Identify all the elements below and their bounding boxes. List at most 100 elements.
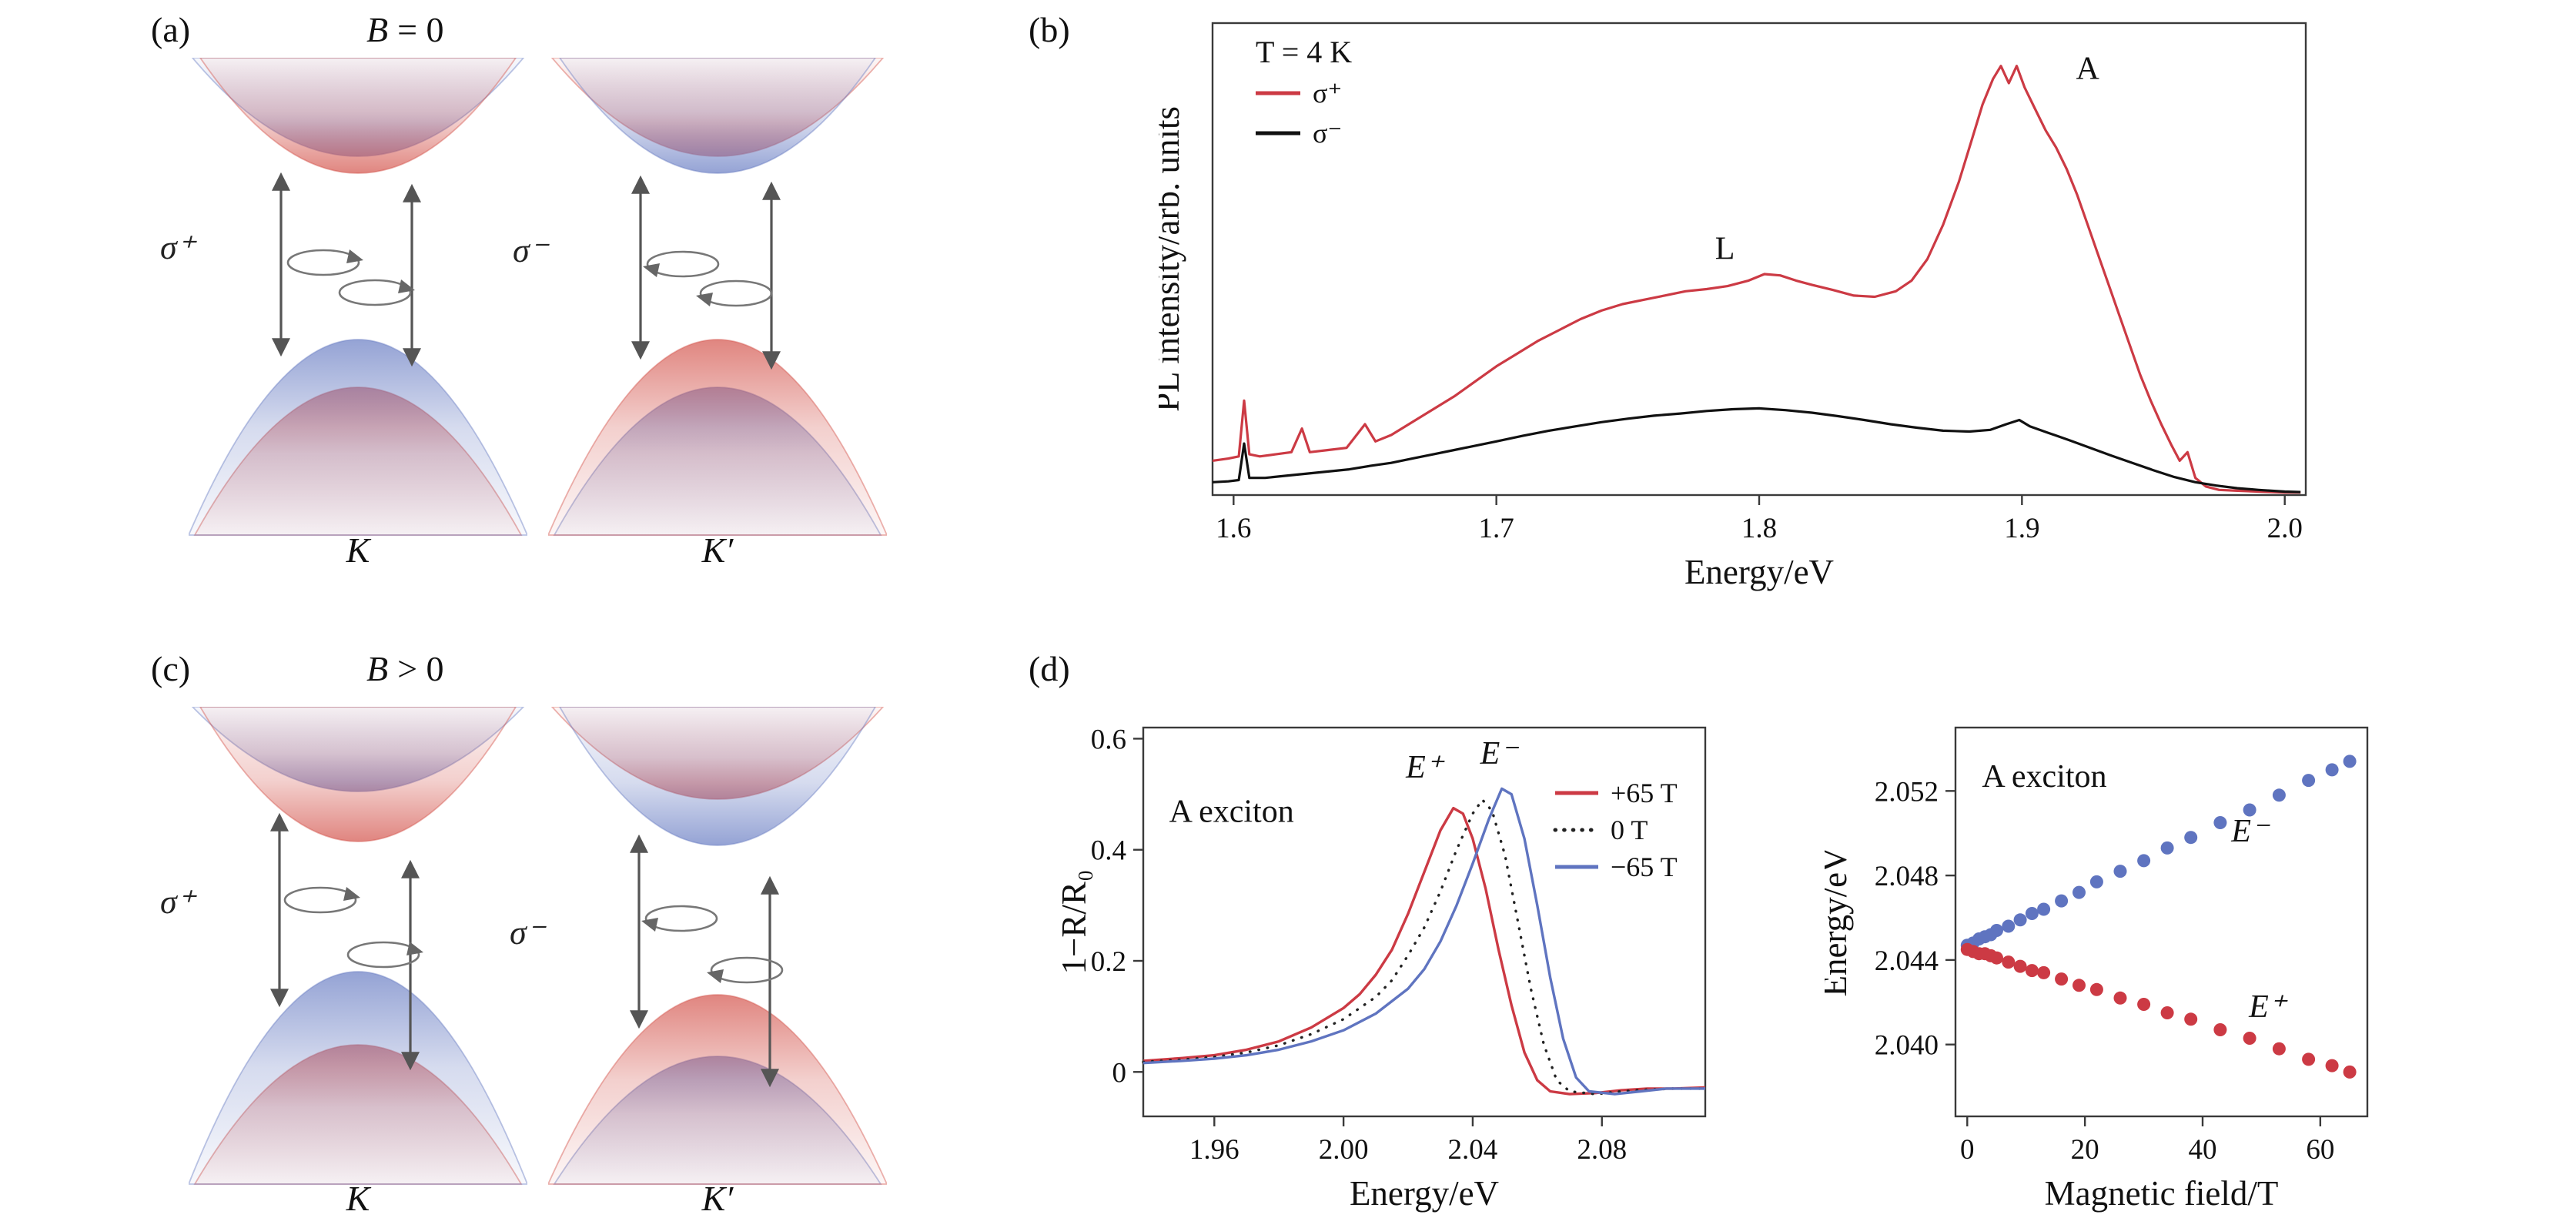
- x-axis-label: Energy/eV: [1350, 1174, 1499, 1213]
- y-tick-label: 2.040: [1875, 1030, 1939, 1062]
- polarization-ellipse-icon: [338, 279, 412, 306]
- series-0 T: [1142, 798, 1707, 1096]
- band-diagram-c-K: [189, 707, 527, 1185]
- plot-box: [1211, 22, 2307, 497]
- y-tick-label: 0: [1112, 1057, 1127, 1089]
- x-tick-label: 2.08: [1577, 1134, 1627, 1166]
- panel-c-label: (c): [151, 649, 191, 688]
- rotation-arrowhead-icon: [643, 263, 660, 277]
- series-σ⁻: [1212, 407, 2301, 494]
- y-tick-label: 0.2: [1091, 946, 1126, 978]
- rotation-arrowhead-icon: [398, 279, 415, 293]
- x-tick-label: 60: [2306, 1134, 2334, 1166]
- x-tick-label: 1.7: [1479, 513, 1514, 544]
- polarization-label-sigma-plus: σ⁺: [160, 229, 195, 266]
- legend-label: σ⁺: [1313, 78, 1342, 109]
- legend-title: T = 4 K: [1256, 35, 1352, 69]
- field-condition: = 0: [397, 10, 444, 49]
- x-tick-label: 2.04: [1448, 1134, 1498, 1166]
- y-tick-label: 2.048: [1875, 861, 1939, 892]
- polarization-ellipse-icon: [646, 250, 720, 278]
- conduction-band-red: [199, 707, 517, 842]
- x-tick-label: 20: [2071, 1134, 2099, 1166]
- rotation-arrowhead-icon: [696, 293, 713, 306]
- reflectance-chart: 1.96 2.00 2.04 2.08 0 0.2 0.4 0.6 A exciton E⁺ E⁻ E…: [1062, 724, 1707, 1213]
- annotation-A: A: [2076, 51, 2100, 86]
- annotation-E⁻: E⁻: [2230, 814, 2270, 849]
- legend-label: −65 T: [1611, 852, 1678, 882]
- rotation-arrowhead-icon: [346, 249, 363, 263]
- x-tick-label: 1.96: [1189, 1134, 1239, 1166]
- rotation-arrowhead-icon: [343, 887, 360, 901]
- y-tick-label: 0.4: [1091, 835, 1126, 867]
- valence-band-blue: [189, 339, 527, 536]
- plot-box: [1142, 726, 1707, 1118]
- conduction-band-red: [199, 58, 517, 174]
- y-tick-label: 2.044: [1875, 945, 1939, 977]
- annotation-A exciton: A exciton: [1982, 759, 2106, 795]
- y-axis-label: Energy/eV: [1825, 847, 1854, 996]
- valley-label-Kprime: K′: [701, 530, 734, 570]
- series-σ⁺: [1212, 65, 2301, 494]
- plot-box: [1954, 726, 2369, 1118]
- annotation-E⁺: E⁺: [2248, 989, 2288, 1025]
- x-tick-label: 1.9: [2004, 513, 2039, 544]
- x-tick-label: 2.0: [2267, 513, 2303, 544]
- x-tick-label: 1.8: [1741, 513, 1777, 544]
- field-condition: > 0: [397, 649, 444, 688]
- polarization-ellipse-icon: [644, 905, 718, 932]
- x-axis-label: Energy/eV: [1684, 553, 1834, 591]
- polarization-label-sigma-plus: σ⁺: [160, 883, 195, 921]
- x-tick-label: 1.6: [1216, 513, 1251, 544]
- band-diagram-c-Kprime: [548, 707, 887, 1185]
- conduction-band-blue: [558, 58, 877, 174]
- panel-a-title: B = 0: [366, 9, 444, 50]
- panel-a-label: (a): [151, 10, 191, 49]
- legend-label: σ⁻: [1313, 118, 1342, 149]
- panel-b-label: (b): [1029, 10, 1070, 49]
- band-diagram-a-Kprime: [548, 58, 887, 536]
- panel-d-label: (d): [1029, 649, 1070, 688]
- valley-label-K: K: [346, 1179, 370, 1218]
- rotation-arrowhead-icon: [707, 969, 724, 983]
- polarization-ellipse-icon: [710, 956, 784, 984]
- x-tick-label: 40: [2189, 1134, 2217, 1166]
- annotation-L: L: [1715, 232, 1735, 267]
- series-E⁻: [1960, 755, 2357, 952]
- legend-label: 0 T: [1611, 815, 1648, 845]
- x-axis-label: Magnetic field/T: [2045, 1174, 2279, 1213]
- zeeman-splitting-chart: 0 20 40 60 2.040 2.044 2.048 2.052 A exciton E⁻ E⁺…: [1825, 726, 2369, 1213]
- rotation-arrowhead-icon: [641, 918, 658, 932]
- rotation-arrowhead-icon: [406, 942, 423, 955]
- valence-band-red: [548, 994, 887, 1185]
- annotation-E⁺: E⁺: [1405, 750, 1445, 785]
- polarization-label-sigma-minus: σ⁻: [510, 914, 544, 952]
- y-tick-label: 0.6: [1091, 724, 1126, 755]
- conduction-band-blue: [558, 707, 877, 846]
- y-axis-label: PL intensity/arb. units: [1159, 106, 1186, 412]
- annotation-A exciton: A exciton: [1169, 795, 1294, 830]
- band-diagram-a-K: [189, 58, 527, 536]
- legend-label: +65 T: [1611, 778, 1678, 808]
- y-tick-label: 2.052: [1875, 776, 1939, 808]
- y-axis-label: 1−R/R₀: [1062, 869, 1093, 974]
- valence-band-blue: [189, 971, 527, 1185]
- field-symbol: B: [366, 10, 389, 49]
- pl-spectrum-chart: 1.6 1.7 1.8 1.9 2.0 L A Energy/eV PL intensity/a…: [1159, 22, 2307, 591]
- x-tick-label: 0: [1960, 1134, 1975, 1166]
- polarization-label-sigma-minus: σ⁻: [513, 232, 547, 269]
- panel-c-title: B > 0: [366, 648, 444, 689]
- polarization-ellipse-icon: [283, 886, 357, 914]
- valence-band-red: [548, 339, 887, 536]
- series-E⁺: [1960, 942, 2357, 1079]
- series-−65 T: [1142, 787, 1705, 1096]
- polarization-ellipse-icon: [699, 279, 773, 307]
- polarization-ellipse-icon: [286, 249, 360, 276]
- valley-label-K: K: [346, 530, 370, 570]
- valley-label-Kprime: K′: [701, 1179, 734, 1218]
- x-tick-label: 2.00: [1319, 1134, 1369, 1166]
- annotation-E⁻: E⁻: [1480, 736, 1520, 771]
- field-symbol: B: [366, 649, 389, 688]
- polarization-ellipse-icon: [346, 941, 420, 969]
